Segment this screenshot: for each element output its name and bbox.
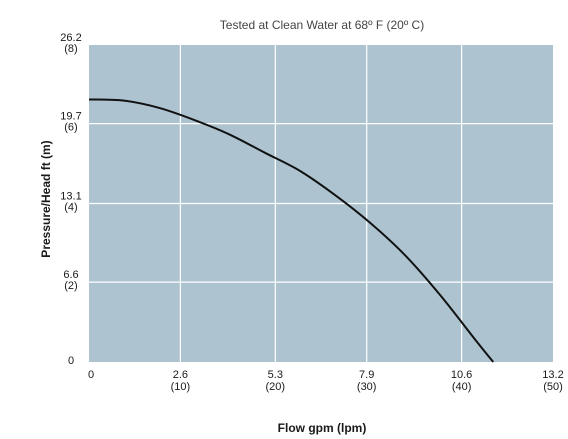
y-tick-sublabel: (6): [64, 122, 77, 134]
y-tick-label: 0: [68, 355, 74, 367]
y-tick-label: 6.6: [63, 269, 78, 281]
x-tick-sublabel: (40): [452, 381, 472, 393]
x-tick-label: 5.3: [268, 369, 283, 381]
x-tick-label: 2.6: [173, 369, 188, 381]
x-tick-sublabel: (50): [543, 381, 563, 393]
x-tick-label: 13.2: [542, 369, 563, 381]
y-tick-label: 26.2: [60, 32, 81, 44]
y-axis-ticks: 0 6.6(2) 13.1(4) 19.7(6) 26.2(8): [60, 32, 81, 367]
y-tick-sublabel: (8): [64, 43, 77, 55]
chart-subtitle: Tested at Clean Water at 68º F (20º C): [220, 18, 424, 32]
x-tick-sublabel: (20): [266, 381, 286, 393]
y-tick-sublabel: (2): [64, 280, 77, 292]
y-axis-title: Pressure/Head ft (m): [39, 140, 53, 257]
x-tick-label: 7.9: [359, 369, 374, 381]
x-tick-label: 0: [88, 369, 94, 381]
y-tick-label: 13.1: [60, 191, 81, 203]
x-tick-sublabel: (10): [171, 381, 191, 393]
gridlines: [89, 45, 553, 362]
y-tick-label: 19.7: [60, 111, 81, 123]
y-tick-sublabel: (4): [64, 202, 77, 214]
x-axis-ticks: 0 2.6(10) 5.3(20) 7.9(30) 10.6(40) 13.2(50): [88, 369, 564, 393]
x-axis-title: Flow gpm (lpm): [278, 421, 367, 435]
x-tick-sublabel: (30): [357, 381, 377, 393]
x-tick-label: 10.6: [451, 369, 472, 381]
pump-performance-curve: [88, 98, 495, 363]
